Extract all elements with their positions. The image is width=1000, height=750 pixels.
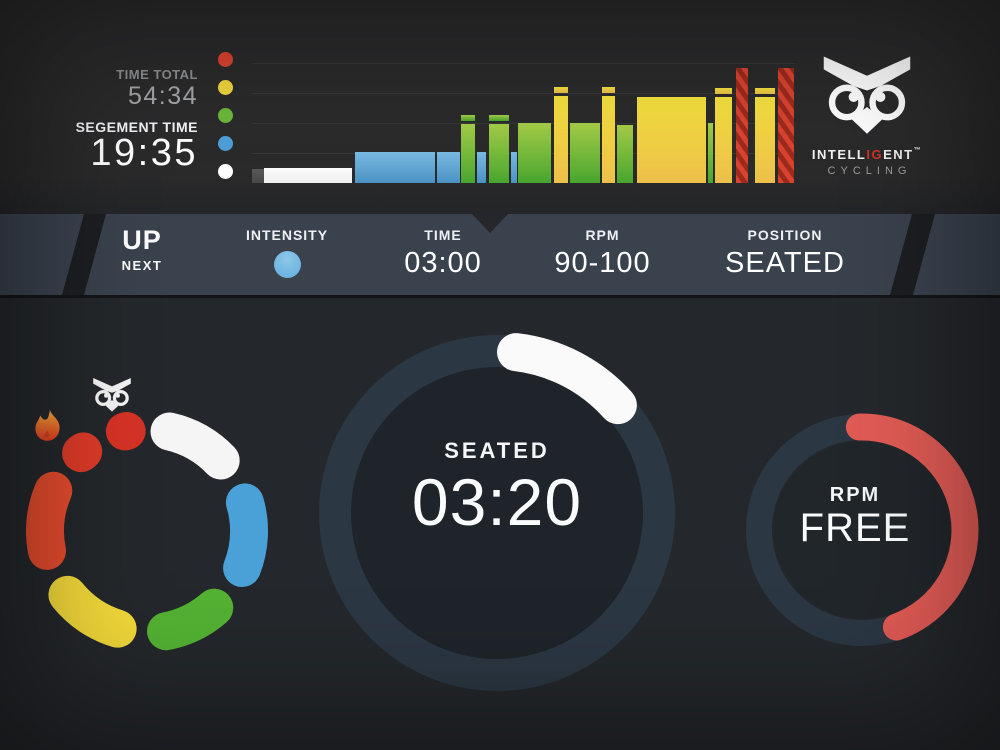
chart-bar (708, 123, 713, 183)
interval-ring-segment (147, 588, 234, 651)
interval-ring-segment (150, 412, 240, 480)
brand-subtitle: CYCLING (827, 165, 912, 177)
brand-name: INTELLIGENT™ (811, 147, 923, 162)
timer-inner-disc (351, 367, 643, 659)
chart-bar (602, 87, 615, 93)
chart-bar (715, 88, 732, 94)
chart-bar (252, 169, 264, 183)
interval-ring-segment (48, 575, 137, 648)
up-next-rpm: RPM 90-100 (554, 227, 651, 279)
legend-dot-2 (218, 108, 233, 123)
progress-notch (472, 214, 508, 233)
segment-time-value: 19:35 (90, 132, 198, 174)
workout-header: TIME TOTAL 54:34 SEGEMENT TIME 19:35 INT… (0, 0, 1000, 214)
chart-bar (437, 152, 460, 183)
chart-bar (755, 88, 775, 94)
legend-dot-0 (218, 52, 233, 67)
timer-track-ring (319, 335, 675, 691)
chart-bar (554, 87, 568, 93)
up-next-position: POSITION SEATED (725, 227, 845, 279)
intensity-dot (273, 251, 301, 278)
chart-bar (736, 68, 748, 183)
gauges-area: SEATED 03:20 RPM FREE (0, 298, 1000, 750)
chart-bar (461, 124, 475, 183)
owl-logo-icon (823, 56, 911, 134)
timer-countdown: 03:20 (411, 465, 583, 539)
flame-icon (35, 410, 60, 441)
brand-logo: INTELLIGENT™ CYCLING (810, 56, 924, 177)
up-next-time: TIME 03:00 (404, 227, 482, 279)
legend-dot-1 (218, 80, 233, 95)
legend-dot-4 (218, 164, 233, 179)
chart-bar (489, 124, 509, 183)
chart-bar (511, 152, 517, 183)
segment-time-label: SEGEMENT TIME (75, 119, 198, 135)
chart-bar (489, 115, 509, 121)
interval-ring-segment (62, 432, 103, 473)
owl-position-icon (93, 378, 131, 412)
rpm-gauge-label: RPM (829, 484, 881, 506)
timer-position-label: SEATED (444, 438, 550, 463)
interval-ring-segment (223, 483, 268, 587)
interval-ring-segment (26, 471, 73, 570)
up-next-bar: UP NEXT INTENSITY TIME 03:00 RPM 90-100 … (0, 214, 1000, 298)
chart-bar (518, 123, 551, 183)
brand-accent: IG (866, 147, 884, 162)
rpm-progress-arc (845, 413, 979, 641)
chart-bar (637, 97, 706, 183)
legend-dot-3 (218, 136, 233, 151)
time-total-label: TIME TOTAL (116, 67, 198, 82)
chart-bar (778, 68, 794, 183)
chart-bar (715, 97, 732, 183)
chart-bar (355, 152, 435, 183)
chart-bar (264, 168, 352, 183)
up-next-intensity: INTENSITY (217, 227, 357, 278)
workout-profile-chart (0, 0, 1000, 214)
timer-progress-arc (497, 333, 637, 425)
chart-bar (554, 96, 568, 183)
chart-gridline (252, 63, 795, 64)
chart-gridline (252, 93, 795, 94)
up-next-title: UP NEXT (121, 225, 163, 274)
chart-bar (755, 97, 775, 183)
rpm-inner-disc (774, 442, 950, 618)
chart-bar (602, 96, 615, 183)
chart-bar (461, 115, 475, 121)
chart-bar (570, 123, 600, 183)
chart-bar (477, 152, 486, 183)
time-total-value: 54:34 (127, 82, 198, 110)
rpm-gauge-value: FREE (799, 506, 911, 550)
chart-bar (617, 125, 633, 183)
gauges-canvas (26, 333, 979, 691)
